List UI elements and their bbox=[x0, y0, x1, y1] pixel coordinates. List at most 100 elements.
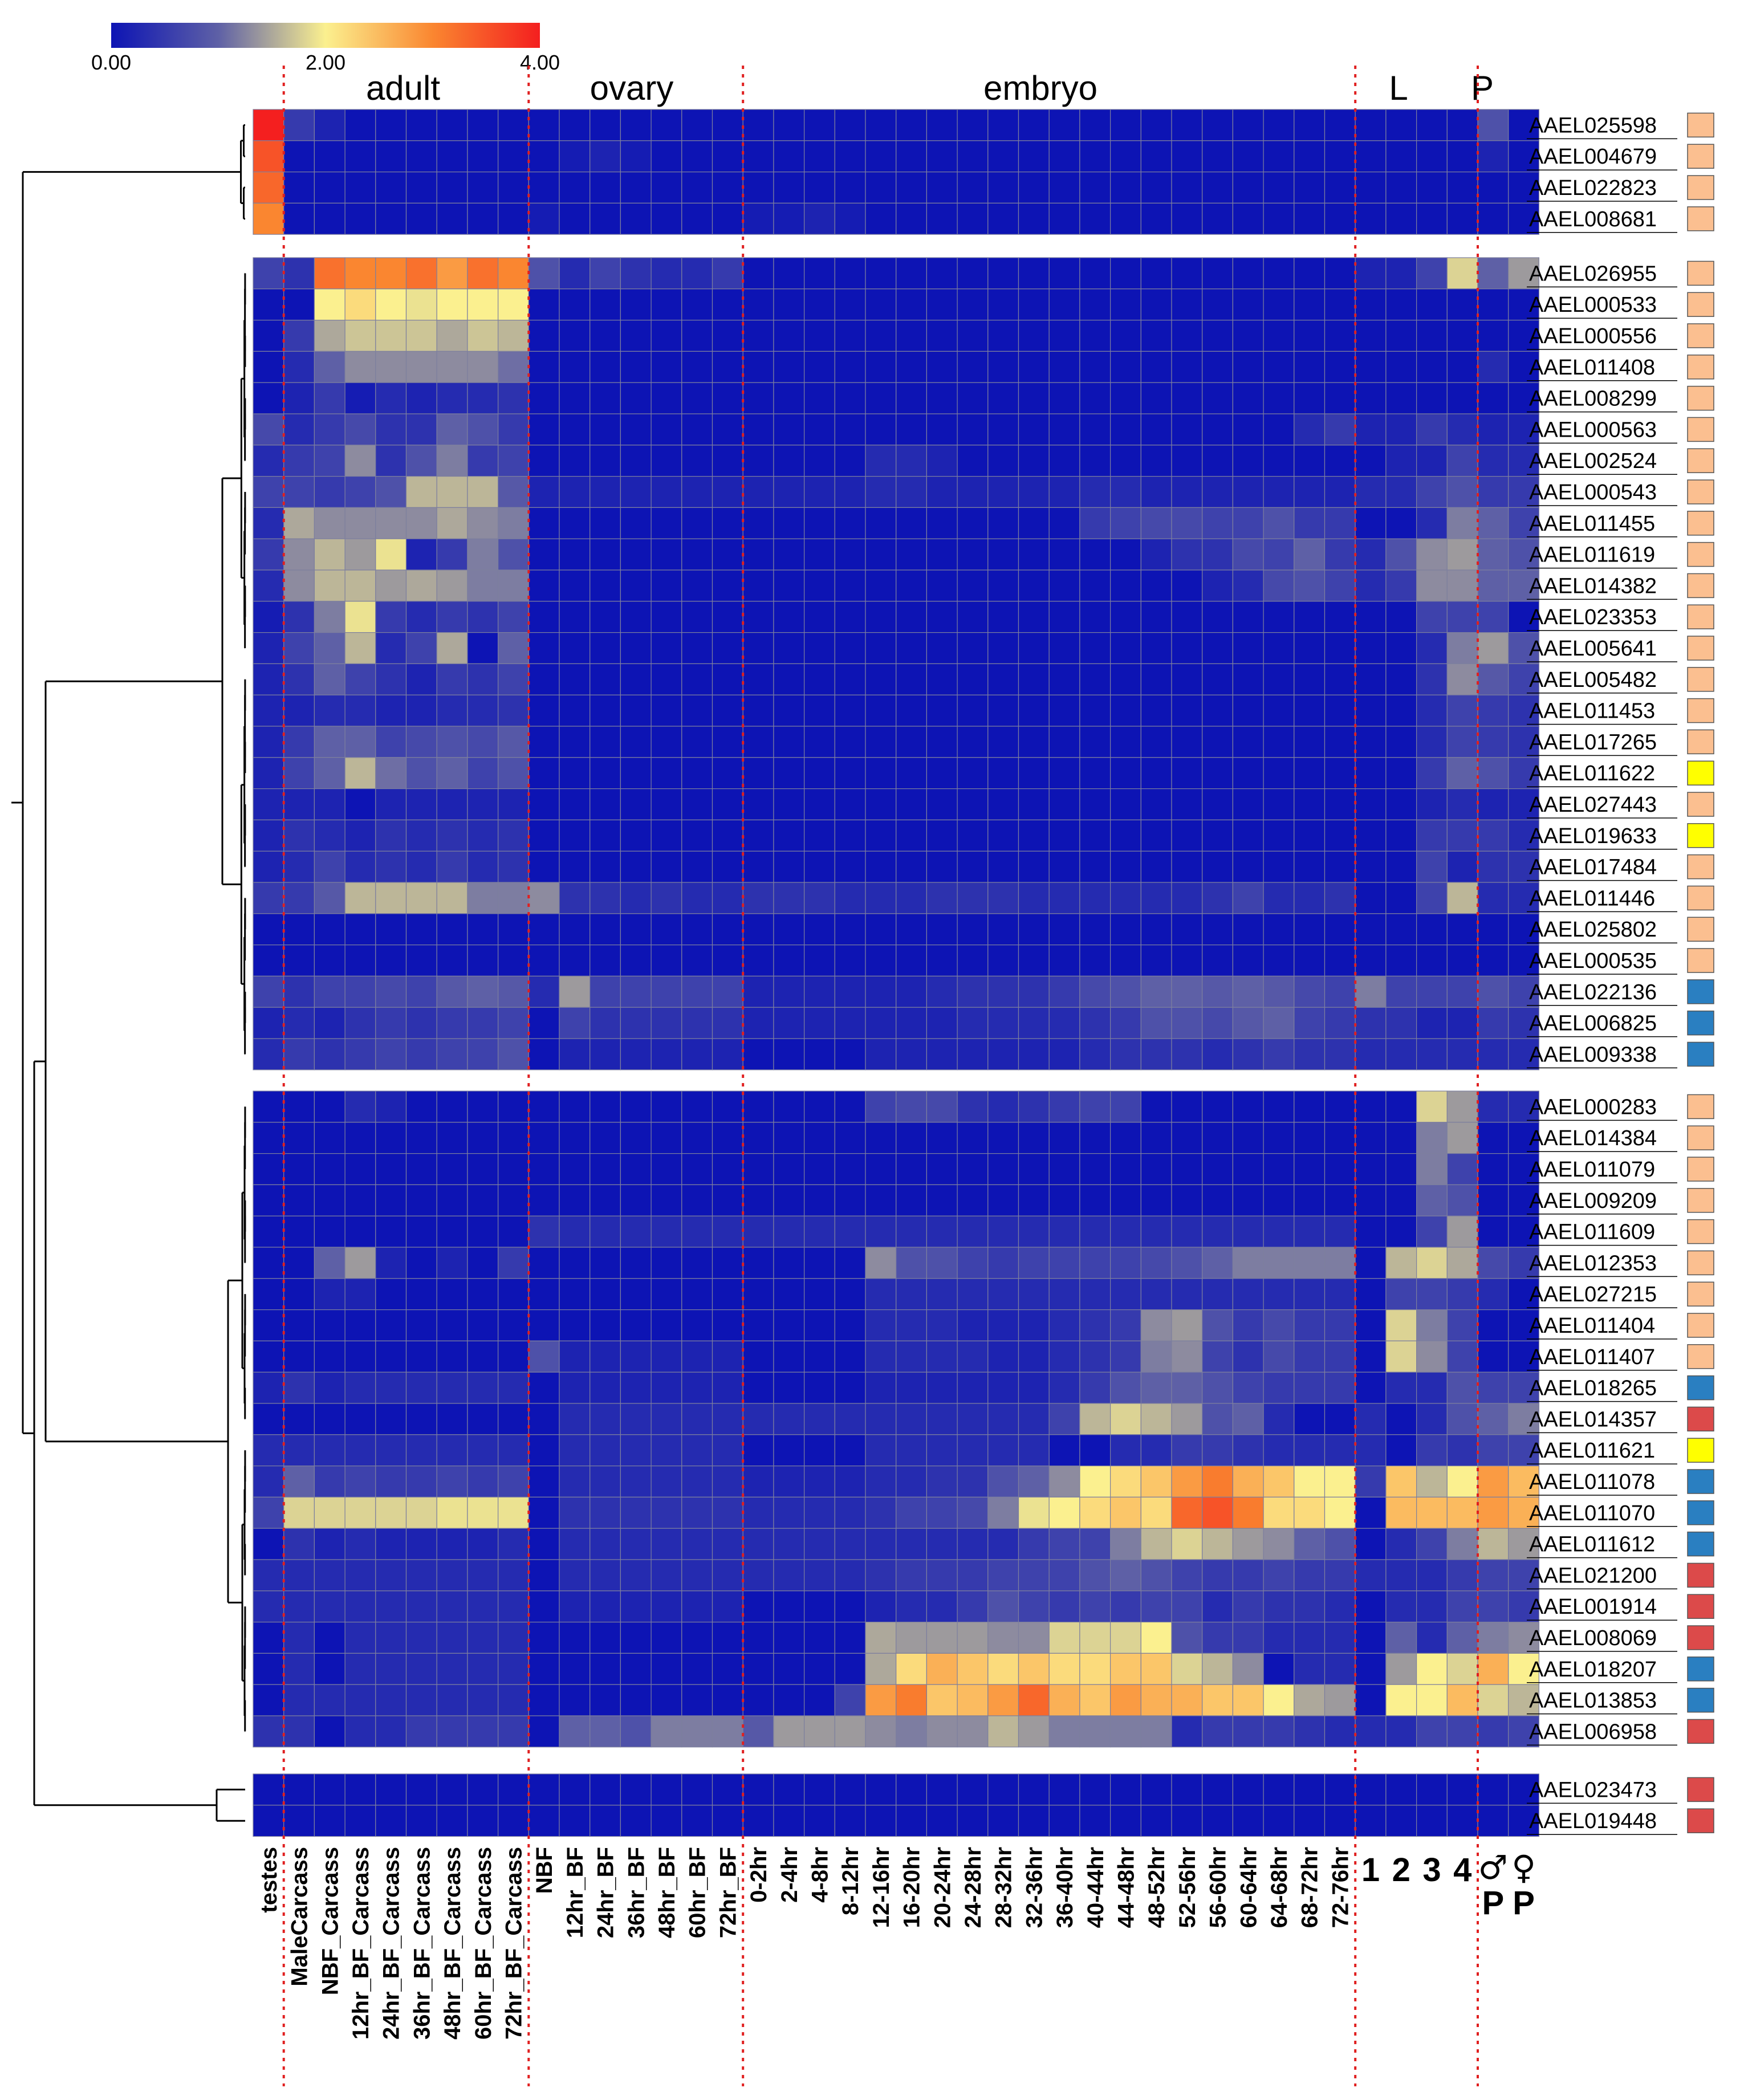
column-group-labels: adult ovary embryo L P bbox=[366, 69, 1494, 107]
heatmap-cell bbox=[590, 1653, 621, 1685]
heatmap-cell bbox=[1079, 1278, 1111, 1311]
heatmap-cell bbox=[1018, 726, 1050, 758]
heatmap-cell bbox=[803, 882, 835, 914]
heatmap-cell bbox=[834, 351, 866, 383]
heatmap-cell bbox=[344, 507, 376, 539]
heatmap-cell bbox=[1385, 319, 1417, 352]
heatmap-cell bbox=[651, 601, 682, 633]
heatmap-cell bbox=[405, 1122, 437, 1154]
heatmap-cell bbox=[773, 1371, 805, 1404]
heatmap-cell bbox=[957, 1773, 989, 1806]
heatmap-cell bbox=[987, 1622, 1019, 1654]
heatmap-cell bbox=[865, 850, 897, 883]
heatmap-cell bbox=[1048, 788, 1080, 820]
heatmap-cell bbox=[865, 726, 897, 758]
heatmap-cell bbox=[1416, 202, 1448, 235]
heatmap-cell bbox=[528, 1247, 560, 1279]
gene-label: AAEL009338 bbox=[1529, 1043, 1657, 1067]
heatmap-cell bbox=[1324, 944, 1356, 976]
heatmap-cell bbox=[344, 975, 376, 1008]
heatmap-cell bbox=[375, 601, 407, 633]
heatmap-cell bbox=[1416, 757, 1448, 789]
heatmap-cell bbox=[253, 1153, 284, 1185]
heatmap-cell bbox=[1294, 382, 1326, 414]
heatmap-cell bbox=[834, 140, 866, 173]
heatmap-cell bbox=[283, 1309, 315, 1342]
heatmap-cell bbox=[1018, 351, 1050, 383]
heatmap-cell bbox=[1048, 172, 1080, 204]
heatmap-cell bbox=[1202, 507, 1233, 539]
heatmap-cell bbox=[253, 202, 284, 235]
heatmap-cell bbox=[987, 1559, 1019, 1592]
category-swatch bbox=[1687, 1562, 1714, 1588]
heatmap-cell bbox=[803, 1153, 835, 1185]
heatmap-cell bbox=[1079, 1403, 1111, 1435]
heatmap-cell bbox=[1477, 601, 1509, 633]
heatmap-cell bbox=[1018, 202, 1050, 235]
heatmap-cell bbox=[620, 1403, 652, 1435]
heatmap-cell bbox=[1018, 1434, 1050, 1467]
heatmap-cell bbox=[742, 1684, 774, 1716]
heatmap-cell bbox=[1477, 1247, 1509, 1279]
heatmap-cell bbox=[1294, 1278, 1326, 1311]
heatmap-cell bbox=[1232, 1309, 1264, 1342]
heatmap-cell bbox=[1079, 1466, 1111, 1498]
heatmap-cell bbox=[620, 319, 652, 352]
heatmap-cell bbox=[344, 1153, 376, 1185]
heatmap-cell bbox=[620, 850, 652, 883]
heatmap-cell bbox=[1232, 413, 1264, 446]
heatmap-cell bbox=[712, 850, 743, 883]
heatmap-cell bbox=[559, 757, 591, 789]
heatmap-cell bbox=[1140, 757, 1172, 789]
heatmap-cell bbox=[467, 788, 499, 820]
heatmap-cell bbox=[1109, 1007, 1141, 1039]
heatmap-cell bbox=[803, 1184, 835, 1216]
heatmap-cell bbox=[620, 413, 652, 446]
heatmap-cell bbox=[283, 726, 315, 758]
column-label: testes bbox=[257, 1847, 282, 1913]
heatmap-cell bbox=[773, 1653, 805, 1685]
heatmap-cell bbox=[926, 1371, 958, 1404]
heatmap-cell bbox=[375, 663, 407, 695]
heatmap-cell bbox=[926, 663, 958, 695]
heatmap-cell bbox=[436, 663, 468, 695]
heatmap-cell bbox=[742, 140, 774, 173]
heatmap-cell bbox=[467, 1371, 499, 1404]
heatmap-cell bbox=[620, 257, 652, 290]
heatmap-cell bbox=[1385, 1184, 1417, 1216]
heatmap-cell bbox=[1355, 601, 1387, 633]
heatmap-cell bbox=[1355, 850, 1387, 883]
heatmap-cell bbox=[1048, 601, 1080, 633]
heatmap-cell bbox=[344, 172, 376, 204]
heatmap-cell bbox=[773, 1184, 805, 1216]
heatmap-cell bbox=[987, 1090, 1019, 1123]
heatmap-cell bbox=[803, 913, 835, 946]
heatmap-cell bbox=[405, 1434, 437, 1467]
heatmap-cell bbox=[497, 1590, 529, 1623]
heatmap-cell bbox=[1324, 1122, 1356, 1154]
heatmap-cell bbox=[375, 1122, 407, 1154]
heatmap-cell bbox=[712, 1622, 743, 1654]
heatmap-cell bbox=[1263, 601, 1295, 633]
heatmap-cell bbox=[405, 632, 437, 664]
heatmap-cell bbox=[314, 172, 345, 204]
heatmap-cell bbox=[467, 140, 499, 173]
heatmap-cell bbox=[467, 757, 499, 789]
heatmap-cell bbox=[1355, 288, 1387, 321]
heatmap-cell bbox=[1171, 319, 1203, 352]
heatmap-cell bbox=[1109, 1309, 1141, 1342]
heatmap-cell bbox=[375, 1559, 407, 1592]
heatmap-cell bbox=[1324, 1153, 1356, 1185]
heatmap-cell bbox=[896, 1434, 927, 1467]
heatmap-cell bbox=[528, 1684, 560, 1716]
heatmap-cell bbox=[1079, 257, 1111, 290]
heatmap-cell bbox=[497, 569, 529, 602]
heatmap-cell bbox=[375, 351, 407, 383]
heatmap-cell bbox=[803, 445, 835, 477]
heatmap-cell bbox=[590, 1122, 621, 1154]
heatmap-cell bbox=[896, 1007, 927, 1039]
heatmap-cell bbox=[803, 663, 835, 695]
heatmap-cell bbox=[436, 382, 468, 414]
heatmap-cell bbox=[1109, 1590, 1141, 1623]
heatmap-cell bbox=[1048, 257, 1080, 290]
